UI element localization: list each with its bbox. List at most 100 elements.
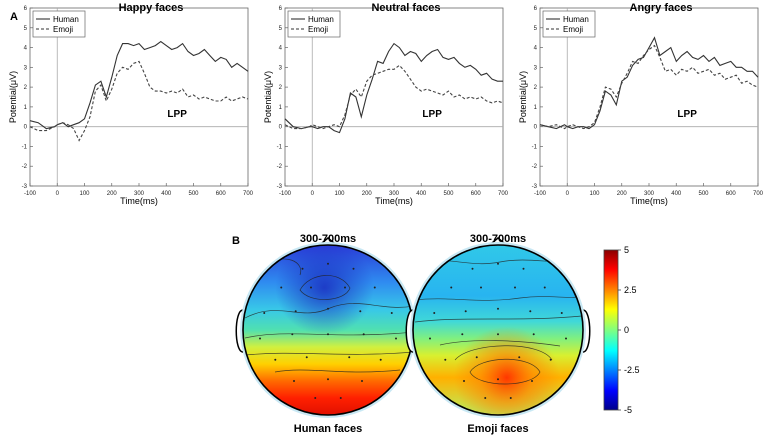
topomap-emoji-title: 300-700ms: [470, 233, 526, 245]
x-tick-label: 500: [188, 191, 199, 197]
series-line-human: [284, 42, 503, 134]
electrode-dot: [348, 356, 351, 359]
y-tick-label: -2: [22, 164, 28, 170]
electrode-dot: [327, 307, 329, 310]
legend-label-emoji: Emoji: [53, 25, 73, 34]
electrode-dot: [327, 378, 329, 381]
electrode-dot: [390, 312, 393, 314]
y-tick-label: 4: [534, 46, 538, 52]
electrode-dot: [532, 333, 535, 336]
panel-a-label: A: [10, 11, 18, 23]
colorbar: 5 2.5 0 -2.5 -5: [603, 245, 640, 415]
y-tick-label: -2: [277, 164, 283, 170]
head-outline: [412, 244, 584, 416]
x-axis-label: Time(ms): [120, 196, 158, 206]
colorbar-gradient: [603, 249, 619, 411]
electrode-dot: [293, 380, 295, 382]
electrode-dot: [531, 380, 533, 382]
x-tick-label: -100: [279, 191, 292, 197]
x-axis-label: Time(ms): [630, 196, 668, 206]
electrode-dot: [433, 312, 436, 314]
x-tick-label: 700: [753, 191, 764, 197]
lpp-annotation: LPP: [677, 109, 697, 120]
erp-panel-3: -100 0 100 200 300 400 500 600 700 -3 -2 -1 0 1 2 3 4 5 6 A…: [518, 2, 764, 206]
electrode-dot: [461, 333, 464, 336]
x-tick-label: 0: [566, 191, 570, 197]
chart-title: Neutral faces: [371, 2, 440, 14]
y-tick-label: 4: [24, 46, 28, 52]
x-tick-label: -100: [534, 191, 547, 197]
electrode-dot: [274, 358, 277, 361]
electrode-dot: [291, 333, 294, 336]
y-tick-label: 5: [534, 26, 538, 32]
panel-b-label: B: [232, 235, 240, 247]
x-tick-label: 700: [243, 191, 254, 197]
electrode-dot: [395, 337, 397, 340]
x-tick-label: 100: [589, 191, 600, 197]
electrode-dot: [497, 307, 499, 310]
electrode-dot: [484, 397, 487, 399]
legend-label-human: Human: [308, 15, 334, 24]
electrode-dot: [497, 262, 499, 265]
y-tick-label: 6: [279, 6, 283, 12]
y-tick-label: 5: [24, 26, 28, 32]
y-tick-label: 0: [534, 125, 538, 131]
electrode-dot: [339, 397, 342, 399]
x-tick-label: 100: [79, 191, 90, 197]
legend-box: [32, 10, 86, 38]
y-axis-label: Potential(μV): [518, 71, 528, 123]
electrode-dot: [480, 286, 482, 289]
electrode-dot: [549, 358, 552, 361]
x-tick-label: 300: [134, 191, 145, 197]
topomap-emoji-caption: Emoji faces: [467, 423, 528, 435]
legend-label-emoji: Emoji: [308, 25, 328, 34]
topomap-emoji: 300-700ms Emoji faces: [405, 233, 591, 435]
y-tick-label: 2: [24, 85, 28, 91]
y-tick-label: 4: [279, 46, 283, 52]
electrode-dot: [361, 380, 363, 382]
x-tick-label: 400: [161, 191, 172, 197]
lpp-annotation: LPP: [167, 109, 187, 120]
x-tick-label: 400: [671, 191, 682, 197]
electrode-dot: [294, 310, 297, 313]
x-tick-label: 400: [416, 191, 427, 197]
electrode-dot: [379, 358, 382, 361]
legend-label-human: Human: [53, 15, 79, 24]
x-tick-label: -100: [24, 191, 37, 197]
electrode-dot: [565, 337, 567, 340]
electrode-dot: [344, 286, 346, 289]
electrode-dot: [327, 333, 329, 336]
colorbar-tick-label: 2.5: [624, 285, 637, 295]
chart-title: Happy faces: [119, 2, 184, 14]
y-tick-label: -2: [532, 164, 538, 170]
electrode-dot: [518, 356, 521, 359]
electrode-dot: [314, 397, 317, 399]
electrode-dot: [259, 337, 261, 340]
electrode-dot: [509, 397, 512, 399]
electrode-dot: [463, 380, 465, 382]
legend-box: [542, 10, 596, 38]
electrode-dot: [373, 286, 376, 289]
y-tick-label: 6: [534, 6, 538, 12]
y-tick-label: -3: [22, 184, 28, 190]
x-tick-label: 200: [107, 191, 118, 197]
x-tick-label: 100: [334, 191, 345, 197]
electrode-dot: [497, 378, 499, 381]
colorbar-tick-label: -5: [624, 405, 632, 415]
colorbar-tick-label: -2.5: [624, 365, 640, 375]
x-tick-label: 700: [498, 191, 509, 197]
x-tick-label: 300: [389, 191, 400, 197]
y-tick-label: 1: [279, 105, 283, 111]
x-tick-label: 500: [698, 191, 709, 197]
y-tick-label: -3: [532, 184, 538, 190]
electrode-dot: [529, 310, 532, 313]
electrode-dot: [362, 333, 365, 336]
series-line-emoji: [29, 60, 249, 142]
y-tick-label: -1: [532, 144, 538, 150]
electrode-dot: [471, 267, 474, 270]
